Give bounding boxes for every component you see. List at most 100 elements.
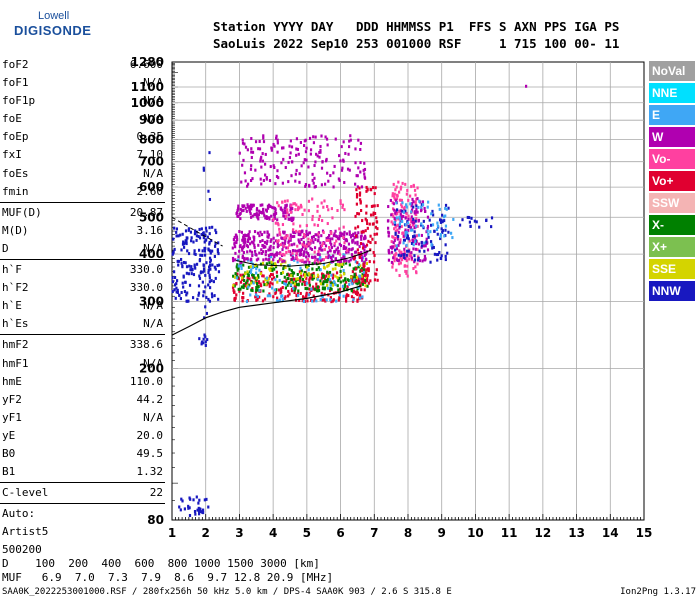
data-point: [302, 240, 305, 244]
data-point: [338, 293, 341, 297]
data-point: [262, 134, 265, 138]
data-point: [305, 250, 308, 254]
data-point: [334, 229, 337, 233]
data-point: [395, 201, 398, 205]
data-point: [334, 274, 337, 278]
data-point: [277, 223, 280, 227]
parameter-separator: [0, 503, 165, 505]
data-point: [369, 234, 372, 238]
data-point: [363, 248, 366, 252]
data-point: [439, 235, 442, 239]
data-point: [288, 263, 291, 267]
data-point: [291, 254, 294, 258]
data-point: [317, 235, 320, 239]
data-point: [436, 224, 440, 228]
data-point: [346, 249, 349, 253]
data-point: [329, 237, 332, 241]
data-point: [207, 283, 210, 287]
data-point: [268, 179, 272, 183]
data-point: [274, 221, 277, 225]
data-point: [272, 253, 276, 257]
data-point: [303, 260, 306, 264]
legend-item-nnw: NNW: [649, 281, 695, 301]
data-point: [416, 186, 419, 190]
data-point: [326, 283, 329, 287]
data-point: [283, 253, 286, 257]
data-point: [418, 199, 421, 203]
data-point: [342, 245, 346, 249]
data-point: [410, 185, 413, 189]
data-point: [392, 202, 395, 206]
data-point: [274, 265, 278, 269]
data-point: [237, 255, 240, 259]
data-point: [295, 253, 298, 257]
data-point: [341, 284, 345, 288]
data-point: [283, 296, 286, 300]
data-point: [281, 259, 284, 263]
data-point: [235, 212, 238, 216]
data-point: [364, 217, 367, 221]
data-point: [393, 192, 396, 196]
data-point: [255, 282, 259, 286]
data-point: [328, 261, 331, 265]
data-point: [233, 235, 236, 239]
data-point: [235, 265, 238, 269]
data-point: [354, 250, 358, 254]
data-point: [373, 211, 377, 215]
data-point: [397, 230, 400, 234]
data-point: [266, 278, 269, 282]
data-point: [390, 250, 394, 254]
data-point: [243, 243, 246, 247]
data-point: [404, 216, 407, 220]
data-point: [412, 243, 415, 247]
parameter-value: N/A: [143, 356, 163, 370]
data-point: [287, 289, 290, 293]
data-point: [339, 259, 343, 263]
data-point: [409, 218, 412, 222]
data-point: [326, 171, 329, 175]
data-point: [345, 259, 348, 263]
data-point: [281, 200, 284, 204]
data-point: [363, 175, 366, 179]
data-point: [351, 299, 355, 303]
data-point: [276, 280, 279, 284]
data-point: [235, 293, 238, 297]
data-point: [360, 274, 363, 278]
parameter-name: foF2: [2, 58, 29, 71]
data-point: [197, 512, 201, 516]
data-point: [405, 236, 409, 240]
data-point: [387, 234, 390, 238]
data-point: [205, 295, 208, 299]
data-point: [247, 285, 250, 289]
data-point: [194, 229, 197, 233]
data-point: [280, 236, 283, 240]
data-point: [249, 179, 253, 183]
data-point: [186, 249, 189, 253]
data-point: [306, 233, 309, 237]
data-point: [343, 241, 346, 245]
data-point: [192, 498, 195, 502]
parameter-row: B1 1.32: [0, 463, 165, 481]
data-point: [315, 299, 318, 303]
data-point: [357, 166, 360, 170]
data-point: [357, 138, 360, 142]
legend-item-vo-: Vo-: [649, 149, 695, 169]
data-point: [373, 232, 376, 236]
data-point: [283, 230, 286, 234]
data-point: [315, 233, 318, 237]
data-point: [278, 252, 281, 256]
data-point: [404, 223, 407, 227]
data-point: [270, 277, 274, 281]
data-point: [302, 253, 305, 257]
data-point: [299, 259, 302, 263]
data-point: [290, 257, 293, 261]
data-point: [331, 267, 335, 271]
data-point: [410, 258, 413, 262]
data-point: [256, 294, 259, 298]
data-point: [288, 250, 292, 254]
data-point: [208, 249, 212, 253]
data-point: [198, 257, 202, 261]
data-point: [176, 288, 179, 292]
data-point: [253, 245, 256, 249]
data-point: [355, 192, 359, 196]
